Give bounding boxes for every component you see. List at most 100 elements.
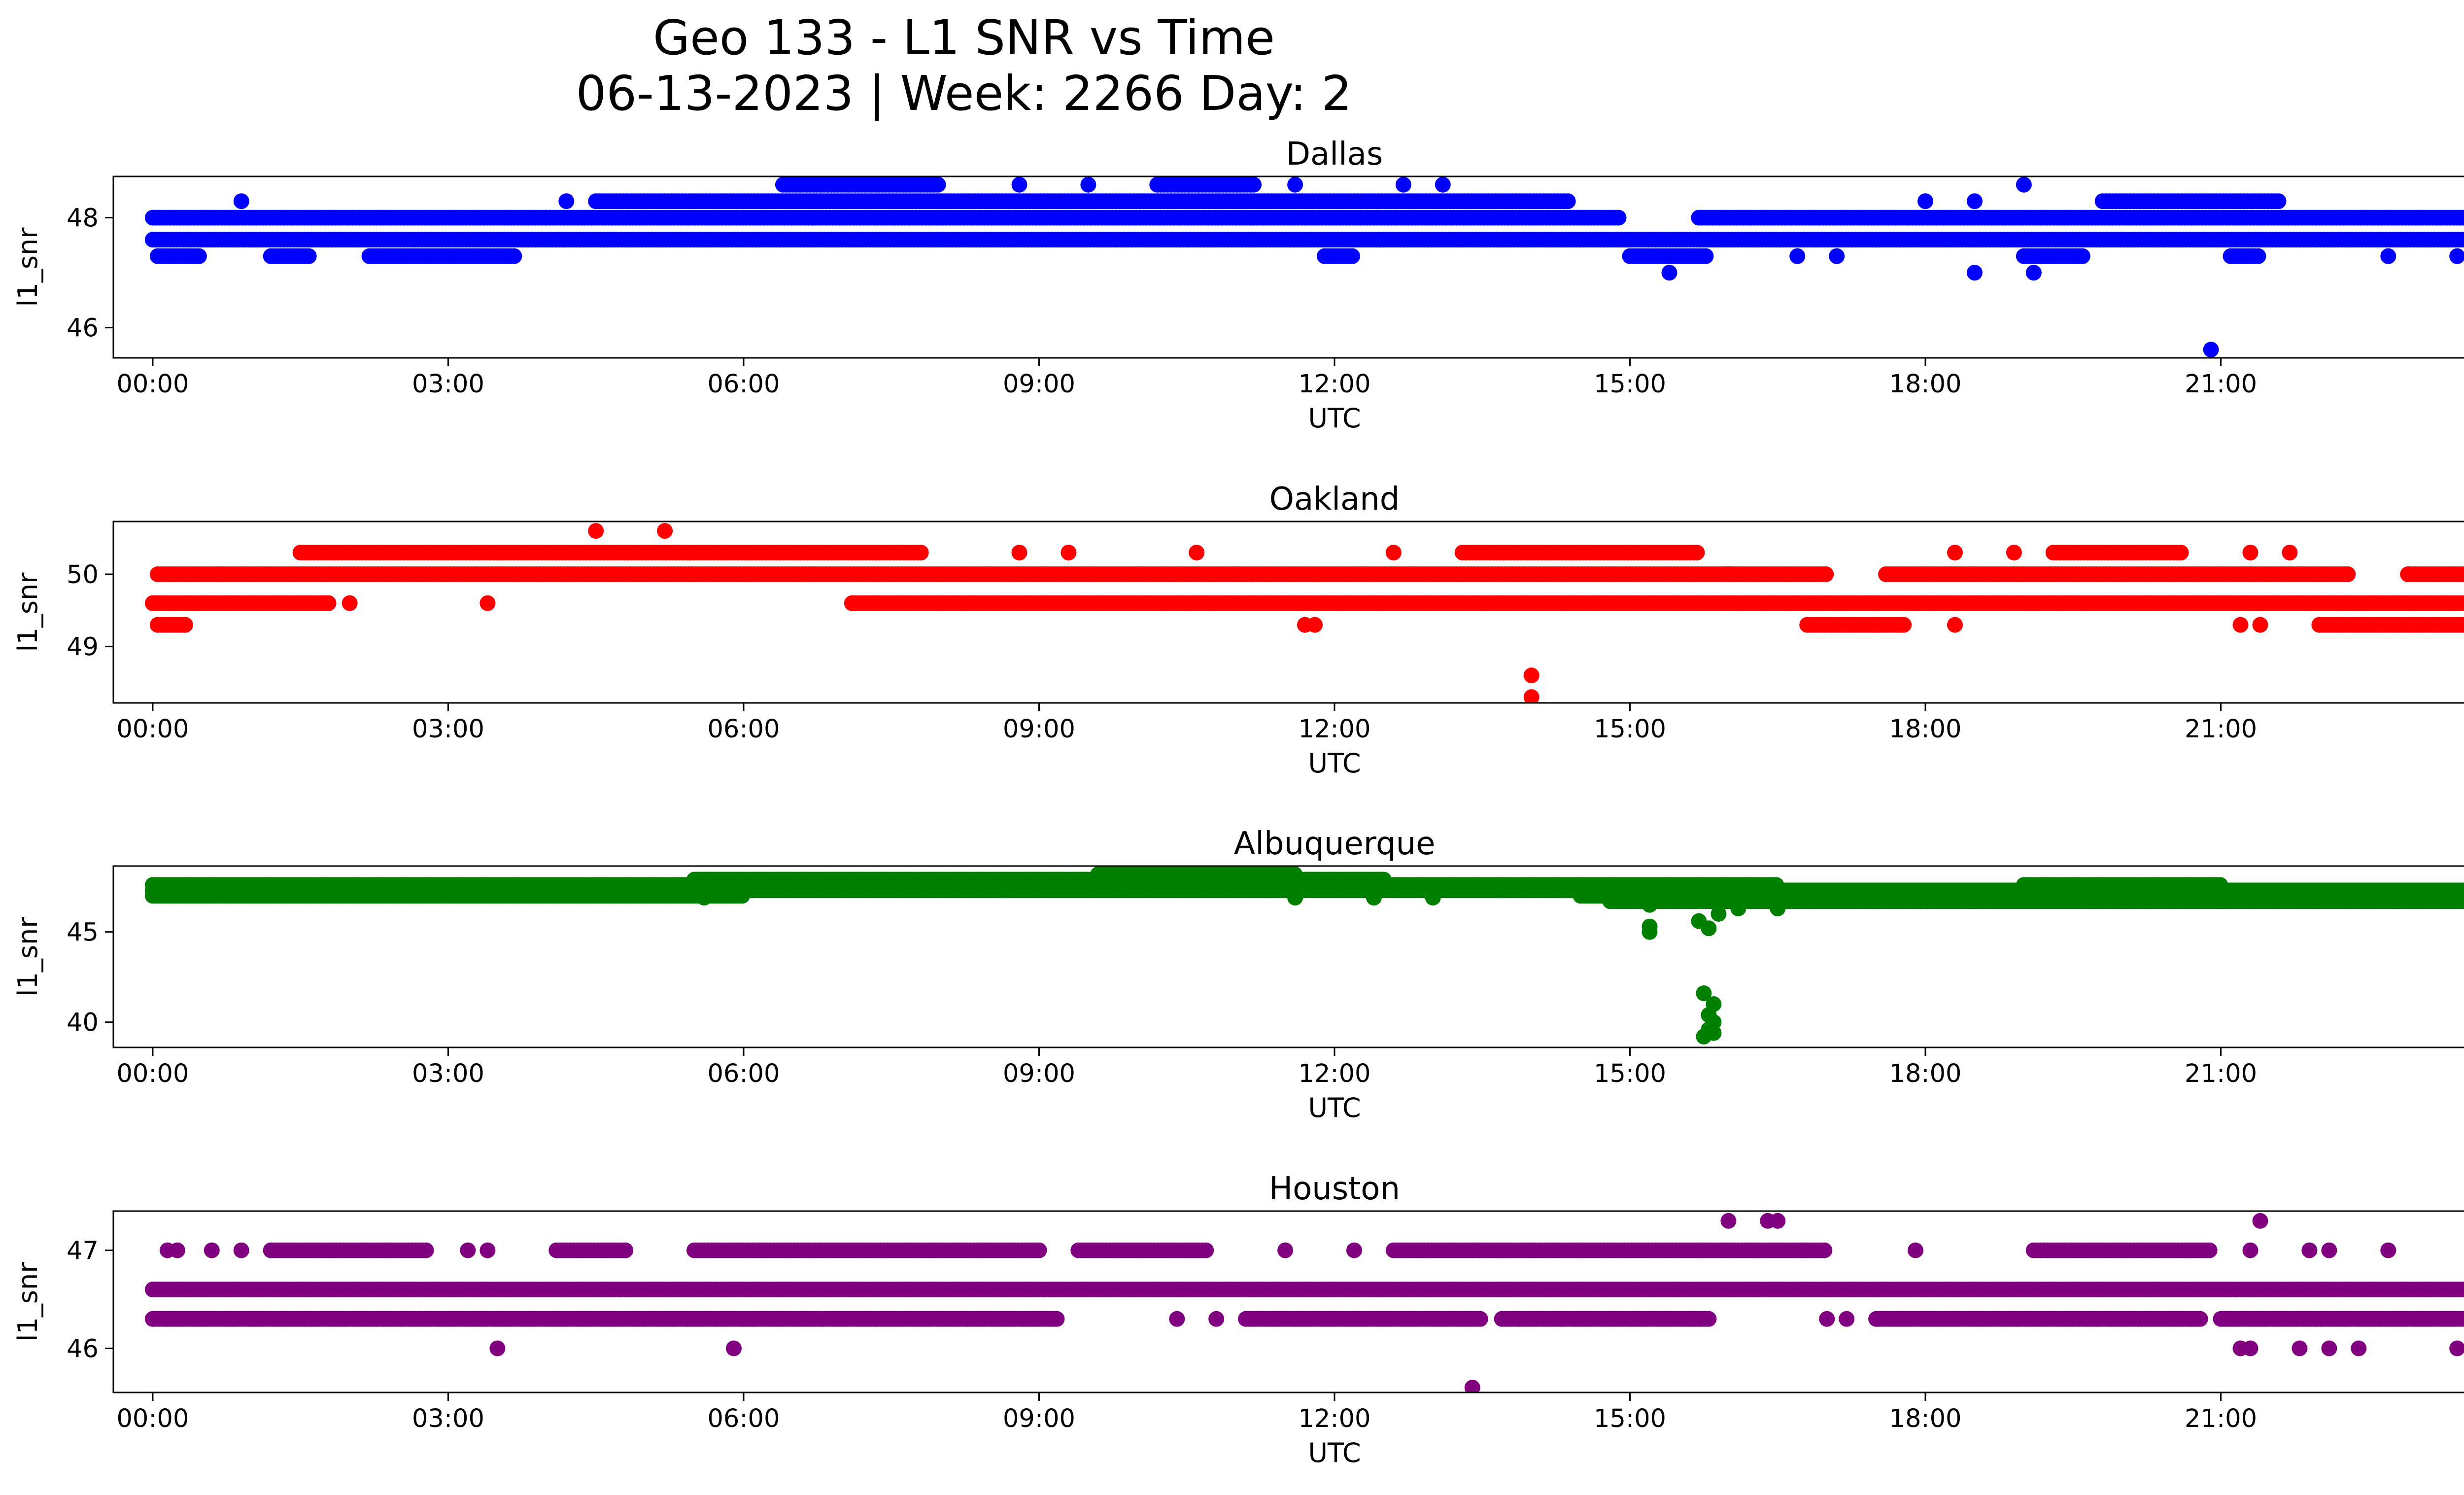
data-point: [913, 545, 929, 560]
data-point: [2074, 248, 2090, 264]
data-point: [1947, 617, 1963, 633]
data-point: [2025, 265, 2042, 281]
data-point: [1818, 566, 1834, 582]
y-tick-label: 48: [67, 204, 99, 233]
x-tick-label: 21:00: [2185, 715, 2257, 744]
data-point: [1523, 667, 1540, 684]
data-point: [2380, 248, 2396, 264]
x-tick-label: 18:00: [1889, 715, 1962, 744]
x-tick-label: 03:00: [412, 370, 484, 399]
data-point: [2282, 545, 2298, 560]
data-point: [1720, 566, 1737, 582]
data-point: [1967, 193, 1983, 209]
data-point: [2250, 248, 2266, 264]
x-tick-label: 15:00: [1594, 715, 1666, 744]
x-axis-label: UTC: [1308, 748, 1361, 779]
data-point: [1189, 545, 1205, 560]
y-tick-label: 50: [67, 560, 99, 590]
data-point: [1829, 248, 1845, 264]
data-point: [1789, 248, 1806, 264]
series-markers: [144, 866, 2464, 1044]
data-point: [1080, 176, 1096, 193]
data-point: [2252, 617, 2268, 633]
data-point: [2459, 566, 2464, 582]
data-point: [1061, 545, 1077, 560]
x-axis-label: UTC: [1308, 403, 1361, 434]
x-tick-label: 00:00: [116, 715, 189, 744]
data-point: [301, 248, 317, 264]
data-point: [2340, 566, 2356, 582]
subplot-oakland: Oakland 00:00 03:00 06:00 09:00 12:00 15:00 18:…: [12, 481, 2464, 779]
x-tick-label: 12:00: [1299, 370, 1371, 399]
subplot-title: Albuquerque: [1233, 826, 1435, 862]
data-point: [1896, 617, 1912, 633]
data-point: [1523, 689, 1540, 703]
data-point: [2460, 210, 2464, 225]
x-tick-label: 18:00: [1889, 370, 1962, 399]
data-point: [1698, 248, 1714, 264]
panels: Dallas 00:00 03:00 06:00 09:00 12:00 15:00 18:0…: [12, 136, 2464, 1468]
data-point: [1246, 176, 1262, 193]
data-point: [1967, 265, 1983, 281]
data-point: [1287, 176, 1303, 193]
data-point: [1610, 209, 1627, 226]
data-point: [2462, 569, 2464, 580]
data-point: [2203, 342, 2219, 358]
data-point: [2016, 176, 2032, 193]
subplot-dallas: Dallas 00:00 03:00 06:00 09:00 12:00 15:00 18:0…: [12, 136, 2464, 434]
y-tick-label: 46: [67, 314, 99, 343]
data-point: [233, 193, 249, 209]
subplot-title: Dallas: [1286, 136, 1383, 173]
data-point: [2270, 193, 2287, 209]
x-tick-label: 09:00: [1003, 715, 1075, 744]
data-point: [1395, 176, 1411, 193]
data-point: [1344, 248, 1360, 264]
data-point: [2242, 545, 2259, 560]
y-tick-label: 49: [67, 633, 99, 662]
data-point: [2232, 617, 2249, 633]
data-point: [506, 248, 522, 264]
data-point: [657, 523, 673, 539]
data-point: [1661, 265, 1677, 281]
x-tick-label: 00:00: [116, 370, 189, 399]
x-tick-label: 09:00: [1003, 370, 1075, 399]
subplot-title: Oakland: [1269, 481, 1400, 518]
data-point: [191, 248, 207, 264]
data-point: [588, 523, 604, 539]
data-point: [930, 176, 946, 193]
data-point: [1307, 617, 1323, 633]
data-point: [2460, 618, 2464, 632]
data-point: [2461, 596, 2464, 610]
data-point: [1385, 545, 1402, 560]
data-point: [1435, 176, 1451, 193]
x-tick-label: 06:00: [707, 715, 780, 744]
data-point: [2173, 545, 2189, 560]
x-tick-label: 03:00: [412, 715, 484, 744]
data-point: [1917, 193, 1933, 209]
data-point: [479, 595, 496, 611]
data-point: [2006, 545, 2022, 560]
y-axis-label: l1_snr: [12, 227, 43, 307]
data-point: [342, 595, 358, 611]
data-point: [177, 617, 193, 633]
data-point: [2449, 248, 2464, 264]
data-point: [2461, 233, 2464, 246]
x-tick-label: 21:00: [2185, 370, 2257, 399]
data-point: [1560, 193, 1576, 209]
series-markers: [144, 523, 2464, 703]
data-point: [558, 193, 575, 209]
x-tick-label: 15:00: [1594, 370, 1666, 399]
series-markers: [144, 176, 2464, 358]
data-point: [1689, 545, 1705, 560]
figure-title-line2: 06-13-2023 | Week: 2266 Day: 2: [576, 66, 1352, 122]
data-point: [1011, 545, 1027, 560]
data-point: [320, 595, 337, 611]
y-axis-label: l1_snr: [12, 572, 43, 652]
data-point: [1947, 545, 1963, 560]
x-tick-label: 06:00: [707, 370, 780, 399]
figure-title-line1: Geo 133 - L1 SNR vs Time: [653, 10, 1275, 66]
data-point: [1011, 176, 1027, 193]
x-tick-label: 12:00: [1299, 715, 1371, 744]
